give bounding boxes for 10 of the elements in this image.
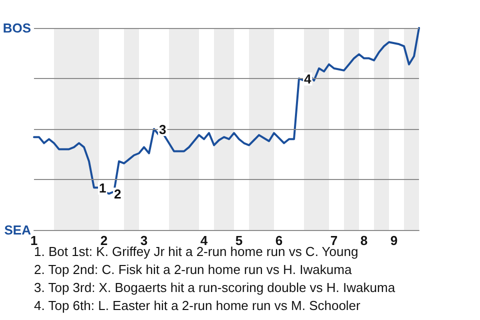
- text: 4. Top 6th: L. Easter hit a 2-run home run vs M. Schooler: [34, 298, 362, 313]
- x-tick-label: 8: [360, 233, 368, 248]
- ref-line-label: SEA: [4, 222, 32, 238]
- annotation: 4: [304, 72, 312, 86]
- annotation: 2: [114, 186, 122, 202]
- annotation: 3: [159, 122, 166, 137]
- text: 2. Top 2nd: C. Fisk hit a 2-run home run vs H. Iwakuma: [34, 262, 352, 277]
- text: 3. Top 3rd: X. Bogaerts hit a run-scoring double vs H. Iwakuma: [34, 280, 396, 295]
- x-tick-label: 9: [390, 233, 398, 248]
- ref-line-label: BOS: [2, 20, 32, 36]
